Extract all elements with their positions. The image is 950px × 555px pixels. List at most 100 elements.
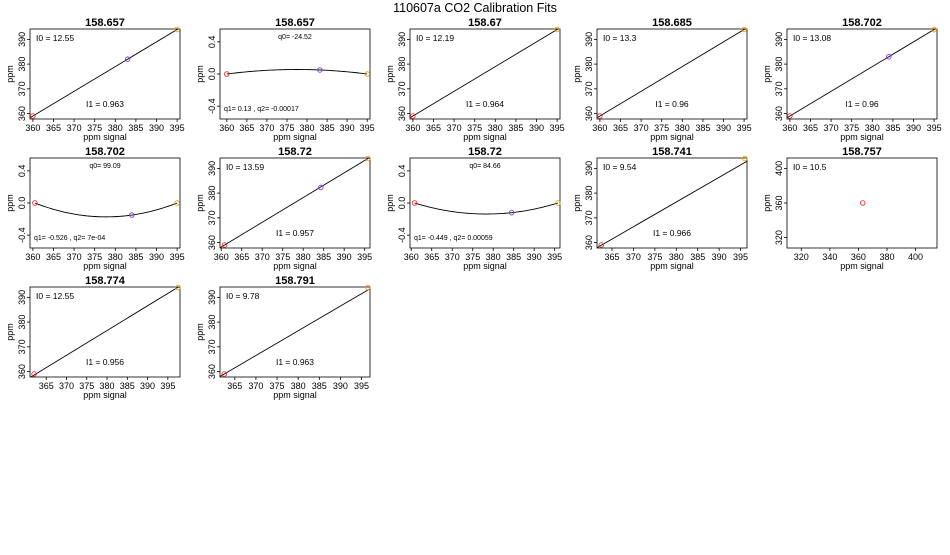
y-axis-label: ppm bbox=[572, 194, 582, 212]
data-point bbox=[221, 371, 227, 377]
y-tick-label: 390 bbox=[207, 161, 217, 176]
y-tick-label: 380 bbox=[17, 315, 27, 330]
y-axis-label: ppm bbox=[5, 194, 15, 212]
x-tick-label: 365 bbox=[227, 381, 242, 391]
x-tick-label: 395 bbox=[170, 123, 185, 133]
x-tick-label: 395 bbox=[357, 252, 372, 262]
y-tick-label: 380 bbox=[774, 57, 784, 72]
y-tick-label: 0.0 bbox=[207, 68, 217, 81]
chart-panel: 158.791 365 370 375 380 385 390 395 360 370 380 390… bbox=[195, 275, 371, 400]
x-tick-label: 375 bbox=[275, 252, 290, 262]
data-point bbox=[741, 26, 747, 33]
fit-line bbox=[597, 29, 746, 119]
x-tick-label: 390 bbox=[712, 252, 727, 262]
fit-line bbox=[597, 160, 747, 248]
panel-title: 158.657 bbox=[85, 17, 125, 29]
x-tick-label: 365 bbox=[46, 252, 61, 262]
x-tick-label: 385 bbox=[316, 252, 331, 262]
fit-line bbox=[410, 29, 559, 119]
x-axis-label: ppm signal bbox=[273, 390, 317, 400]
data-point bbox=[787, 113, 793, 119]
y-axis-label: ppm bbox=[762, 65, 772, 83]
data-point bbox=[859, 200, 866, 206]
x-tick-label: 400 bbox=[908, 252, 923, 262]
fit-line bbox=[30, 29, 179, 119]
x-tick-label: 380 bbox=[488, 123, 503, 133]
chart-panel: 158.685 360 365 370 375 380 385 390 395 360 370 380… bbox=[572, 17, 752, 142]
x-axis-label: ppm signal bbox=[83, 390, 127, 400]
x-tick-label: 395 bbox=[737, 123, 752, 133]
x-tick-label: 365 bbox=[803, 123, 818, 133]
data-point bbox=[174, 26, 180, 33]
data-point bbox=[31, 371, 37, 377]
y-tick-label: 380 bbox=[397, 57, 407, 72]
y-tick-label: 370 bbox=[774, 81, 784, 96]
x-tick-label: 395 bbox=[733, 252, 748, 262]
y-tick-label: 0.4 bbox=[17, 165, 27, 178]
chart-panel: 158.657 360 365 370 375 380 385 390 395 360 370 380… bbox=[5, 17, 185, 142]
data-point bbox=[224, 71, 230, 77]
data-point bbox=[742, 155, 748, 162]
panel-title: 158.657 bbox=[275, 17, 315, 29]
y-tick-label: 0.4 bbox=[397, 165, 407, 178]
x-tick-label: 370 bbox=[626, 252, 641, 262]
x-tick-label: 365 bbox=[46, 123, 61, 133]
x-tick-label: 380 bbox=[300, 123, 315, 133]
x-tick-label: 385 bbox=[128, 123, 143, 133]
top-annotation: I0 = 10.5 bbox=[793, 162, 827, 172]
top-annotation: I0 = 9.54 bbox=[603, 162, 637, 172]
panel-title: 158.702 bbox=[85, 146, 125, 158]
bottom-annotation: q1= -0.526 , q2= 7e-04 bbox=[34, 235, 105, 242]
bottom-annotation: I1 = 0.963 bbox=[86, 99, 124, 109]
fit-curve bbox=[34, 202, 178, 218]
y-tick-label: 390 bbox=[584, 32, 594, 47]
bottom-annotation: I1 = 0.964 bbox=[466, 99, 504, 109]
x-tick-label: 385 bbox=[120, 381, 135, 391]
x-tick-label: 385 bbox=[695, 123, 710, 133]
x-tick-label: 390 bbox=[149, 123, 164, 133]
x-tick-label: 375 bbox=[647, 252, 662, 262]
x-tick-label: 375 bbox=[467, 123, 482, 133]
x-tick-label: 390 bbox=[716, 123, 731, 133]
panel-title: 158.72 bbox=[278, 146, 312, 158]
x-tick-label: 380 bbox=[108, 252, 123, 262]
data-point bbox=[555, 200, 561, 206]
x-tick-label: 385 bbox=[508, 123, 523, 133]
x-tick-label: 380 bbox=[108, 123, 123, 133]
x-axis-label: ppm signal bbox=[83, 261, 127, 271]
x-tick-label: 375 bbox=[465, 252, 480, 262]
x-tick-label: 380 bbox=[669, 252, 684, 262]
x-tick-label: 370 bbox=[67, 123, 82, 133]
x-tick-label: 385 bbox=[128, 252, 143, 262]
y-axis-label: ppm bbox=[572, 65, 582, 83]
y-tick-label: 360 bbox=[207, 235, 217, 250]
fit-curve bbox=[414, 202, 559, 215]
y-tick-label: 380 bbox=[207, 186, 217, 201]
x-tick-label: 380 bbox=[486, 252, 501, 262]
data-point bbox=[554, 26, 560, 33]
x-tick-label: 365 bbox=[39, 381, 54, 391]
y-tick-label: 360 bbox=[17, 106, 27, 121]
x-tick-label: 375 bbox=[87, 252, 102, 262]
x-tick-label: 360 bbox=[214, 252, 229, 262]
x-tick-label: 370 bbox=[67, 252, 82, 262]
y-tick-label: 370 bbox=[207, 210, 217, 225]
x-tick-label: 375 bbox=[279, 123, 294, 133]
top-annotation: I0 = 13.59 bbox=[226, 162, 264, 172]
y-tick-label: 380 bbox=[584, 57, 594, 72]
x-tick-label: 360 bbox=[592, 123, 607, 133]
bottom-annotation: I1 = 0.963 bbox=[276, 357, 314, 367]
x-tick-label: 385 bbox=[320, 123, 335, 133]
chart-panel: 158.741 365 370 375 380 385 390 395 360 370 380 390… bbox=[572, 146, 748, 271]
data-point bbox=[174, 200, 180, 206]
x-tick-label: 375 bbox=[87, 123, 102, 133]
x-tick-label: 370 bbox=[824, 123, 839, 133]
y-tick-label: 380 bbox=[207, 315, 217, 330]
x-tick-label: 385 bbox=[312, 381, 327, 391]
y-tick-label: 380 bbox=[17, 57, 27, 72]
y-axis-label: ppm bbox=[195, 323, 205, 341]
top-annotation: I0 = 13.08 bbox=[793, 33, 831, 43]
x-tick-label: 375 bbox=[270, 381, 285, 391]
